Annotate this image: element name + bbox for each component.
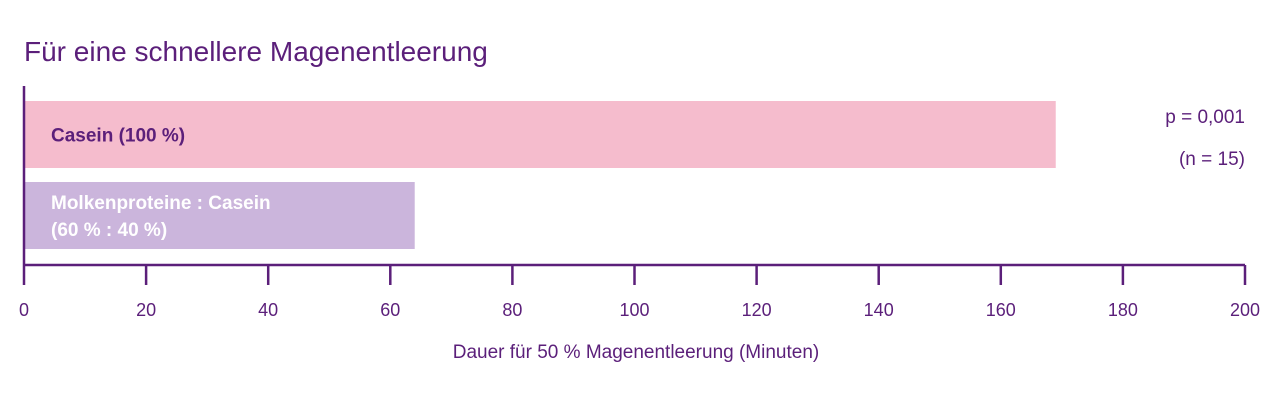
x-tick-label-20: 20 xyxy=(136,300,156,320)
x-tick-label-180: 180 xyxy=(1108,300,1138,320)
x-tick-label-0: 0 xyxy=(19,300,29,320)
bar-1 xyxy=(24,182,415,249)
bar-label-0-0: Casein (100 %) xyxy=(51,126,185,147)
bars-group: Casein (100 %) Molkenproteine : Casein (60… xyxy=(24,101,1056,249)
x-tick-label-40: 40 xyxy=(258,300,278,320)
x-tick-label-160: 160 xyxy=(986,300,1016,320)
annotations-group: p = 0,001 (n = 15) xyxy=(1165,107,1245,170)
x-tick-label-120: 120 xyxy=(742,300,772,320)
chart-title: Für eine schnellere Magenentleerung xyxy=(24,36,488,67)
bar-label-1-1: (60 % : 40 %) xyxy=(51,220,167,241)
x-tick-label-140: 140 xyxy=(864,300,894,320)
x-tick-label-100: 100 xyxy=(619,300,649,320)
stat-annotation-0: p = 0,001 xyxy=(1165,107,1245,128)
bar-label-1-0: Molkenproteine : Casein xyxy=(51,193,271,214)
bar-0 xyxy=(24,101,1056,168)
x-tick-label-60: 60 xyxy=(380,300,400,320)
axes-group: 0 20 40 60 80 100 120 140 160 180 200 xyxy=(19,86,1260,320)
stat-annotation-1: (n = 15) xyxy=(1179,149,1245,170)
x-axis-label: Dauer für 50 % Magenentleerung (Minuten) xyxy=(453,342,819,363)
x-tick-label-80: 80 xyxy=(502,300,522,320)
x-tick-label-200: 200 xyxy=(1230,300,1260,320)
